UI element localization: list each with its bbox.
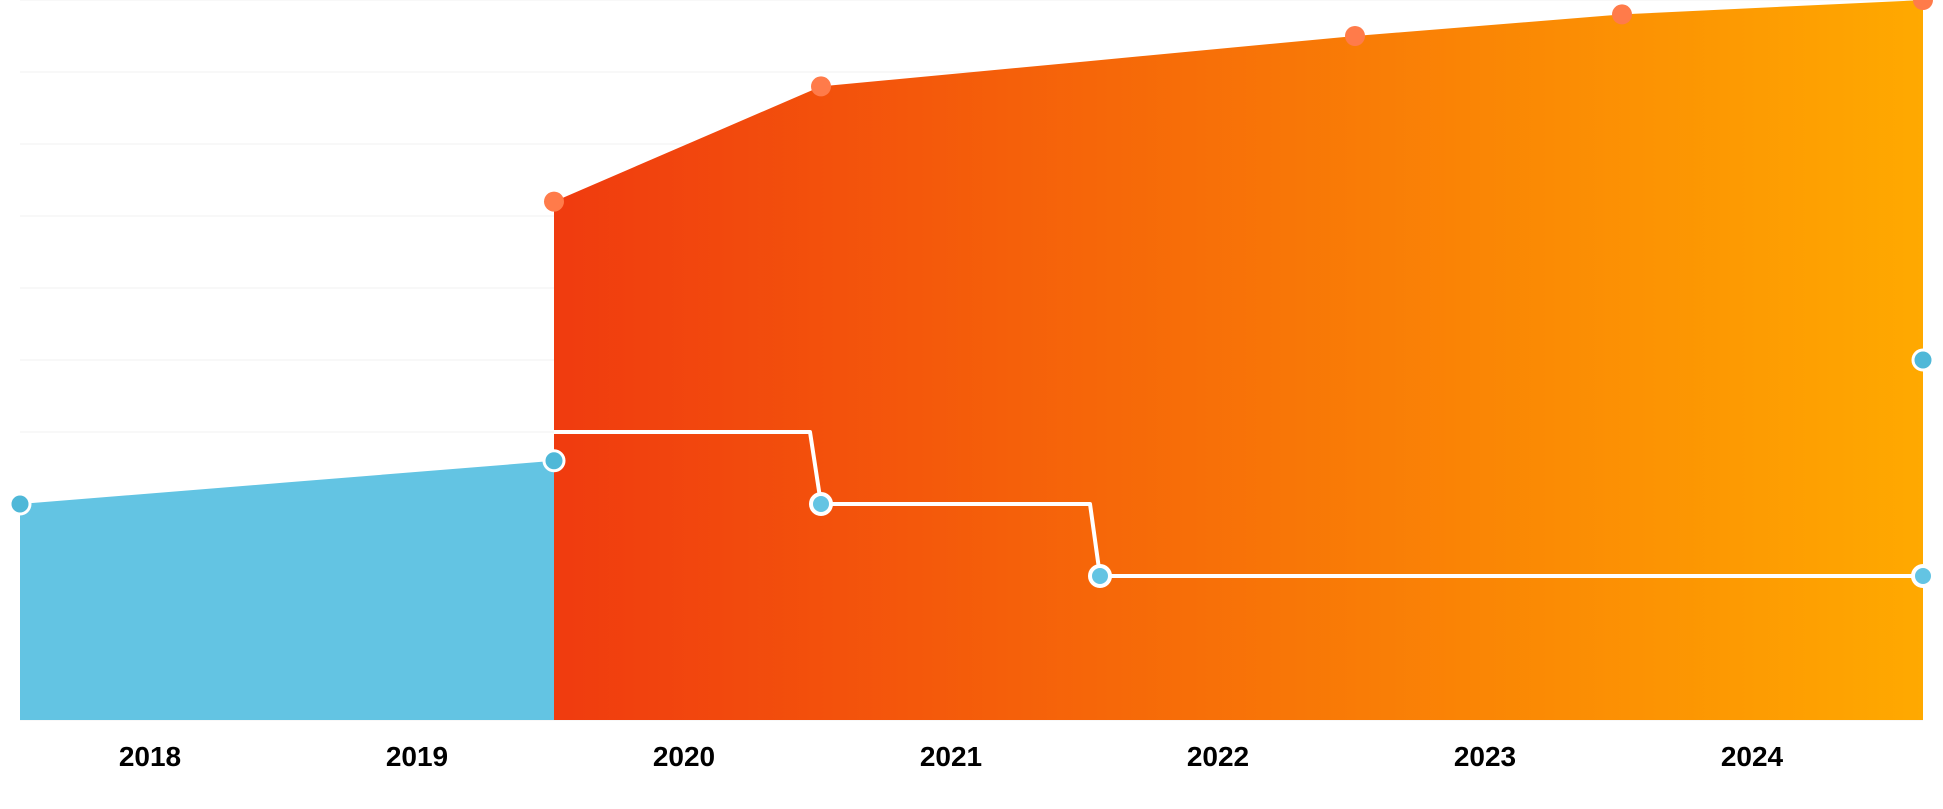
x-axis-label: 2024: [1721, 741, 1784, 772]
area-chart: 2018 2019 2020 2021 2022 2023 2024: [0, 0, 1943, 809]
white-line-marker: [1090, 566, 1110, 586]
x-axis-label: 2020: [653, 741, 715, 772]
x-axis-labels: 2018 2019 2020 2021 2022 2023 2024: [119, 741, 1784, 772]
x-axis-label: 2021: [920, 741, 982, 772]
orange-marker: [544, 192, 564, 212]
chart-svg: 2018 2019 2020 2021 2022 2023 2024: [0, 0, 1943, 809]
blue-marker: [1913, 350, 1933, 370]
blue-marker: [10, 494, 30, 514]
x-axis-label: 2018: [119, 741, 181, 772]
orange-marker: [1612, 4, 1632, 24]
orange-marker: [811, 76, 831, 96]
blue-marker: [544, 451, 564, 471]
x-axis-label: 2019: [386, 741, 448, 772]
orange-marker: [1345, 26, 1365, 46]
white-line-marker: [811, 494, 831, 514]
x-axis-label: 2022: [1187, 741, 1249, 772]
x-axis-label: 2023: [1454, 741, 1516, 772]
white-line-marker: [1913, 566, 1933, 586]
orange-area-series: [554, 0, 1923, 720]
